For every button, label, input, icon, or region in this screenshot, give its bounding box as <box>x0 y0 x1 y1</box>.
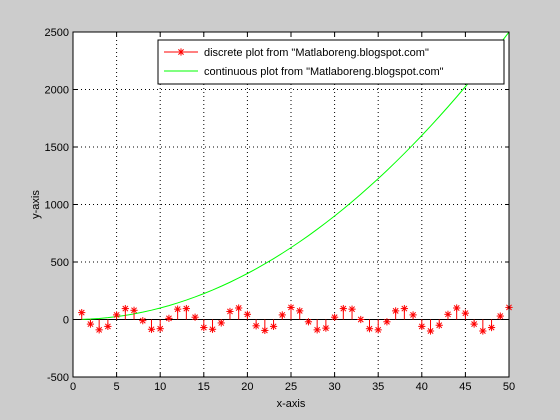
stem-marker <box>313 326 321 334</box>
y-axis-label: y-axis <box>30 190 42 219</box>
stem-marker <box>400 304 408 313</box>
x-tick-label: 0 <box>70 381 76 393</box>
stem-marker <box>278 311 286 319</box>
stem-marker <box>261 326 269 335</box>
x-axis-label: x-axis <box>277 398 306 410</box>
x-tick-label: 40 <box>416 381 428 393</box>
stem-marker <box>174 305 182 313</box>
x-tick-label: 5 <box>114 381 120 393</box>
x-tick-label: 30 <box>328 381 340 393</box>
stem-marker <box>191 313 199 321</box>
y-tick-label: 2000 <box>45 85 69 97</box>
stem-marker <box>331 313 339 321</box>
stem-marker <box>217 319 225 327</box>
stem-marker <box>269 322 278 330</box>
stem-marker <box>252 322 260 330</box>
plot-content <box>73 32 513 335</box>
stem-marker <box>287 303 295 312</box>
axis-ticks: 0 5 10 15 20 25 30 35 40 45 50-5000500100015002000… <box>45 27 516 393</box>
stem-marker <box>418 322 426 330</box>
x-tick-label: 15 <box>198 381 210 393</box>
stem-marker <box>113 311 121 319</box>
stem-marker <box>130 306 138 314</box>
stem-marker <box>348 305 356 313</box>
legend: discrete plot from "Matlaboreng.blogspot… <box>157 39 505 85</box>
legend-discrete-label: discrete plot from "Matlaboreng.blogspot… <box>204 47 429 59</box>
stem-marker <box>147 325 156 333</box>
stem-marker <box>304 318 313 326</box>
stem-marker <box>470 320 478 328</box>
legend-box <box>157 39 505 85</box>
stem-marker <box>235 304 243 312</box>
stem-marker <box>392 307 400 315</box>
stem-marker <box>86 320 95 328</box>
stem-marker <box>374 326 382 334</box>
stem-marker <box>479 327 487 335</box>
stem-marker <box>453 304 461 312</box>
x-tick-label: 45 <box>459 381 471 393</box>
y-tick-label: -500 <box>47 372 69 384</box>
y-tick-label: 0 <box>63 315 69 327</box>
stem-marker <box>487 323 496 332</box>
stem-marker <box>444 310 452 318</box>
stem-marker <box>426 327 435 335</box>
stem-marker <box>243 310 251 318</box>
x-tick-label: 25 <box>285 381 297 393</box>
stem-marker <box>104 322 112 330</box>
stem-marker <box>322 324 330 332</box>
stem-marker <box>409 311 417 319</box>
legend-continuous-label: continuous plot from "Matlaboreng.blogsp… <box>204 66 444 78</box>
y-tick-label: 2500 <box>45 27 69 39</box>
stem-marker <box>165 314 173 322</box>
stem-marker <box>461 309 469 317</box>
stem-marker <box>357 315 365 324</box>
legend-discrete-marker <box>177 48 185 56</box>
stem-marker <box>156 325 164 333</box>
stem-marker <box>226 307 234 316</box>
stem-marker <box>383 318 391 326</box>
stem-marker <box>121 304 129 313</box>
y-tick-label: 1500 <box>45 142 69 154</box>
y-tick-label: 500 <box>51 257 69 269</box>
stem-marker <box>435 321 443 329</box>
stem-marker <box>95 326 103 334</box>
continuous-series-line <box>81 32 509 320</box>
x-tick-label: 10 <box>154 381 166 393</box>
stem-marker <box>182 304 190 313</box>
x-tick-label: 35 <box>372 381 384 393</box>
stem-marker <box>296 307 304 315</box>
stem-marker <box>339 304 347 313</box>
x-tick-label: 20 <box>241 381 253 393</box>
stem-marker <box>208 325 217 333</box>
stem-marker <box>139 317 147 325</box>
stem-marker <box>78 309 86 317</box>
stem-marker <box>496 312 504 320</box>
y-tick-label: 1000 <box>45 200 69 212</box>
x-tick-label: 50 <box>503 381 515 393</box>
stem-marker <box>200 323 208 332</box>
stem-marker <box>365 325 374 333</box>
